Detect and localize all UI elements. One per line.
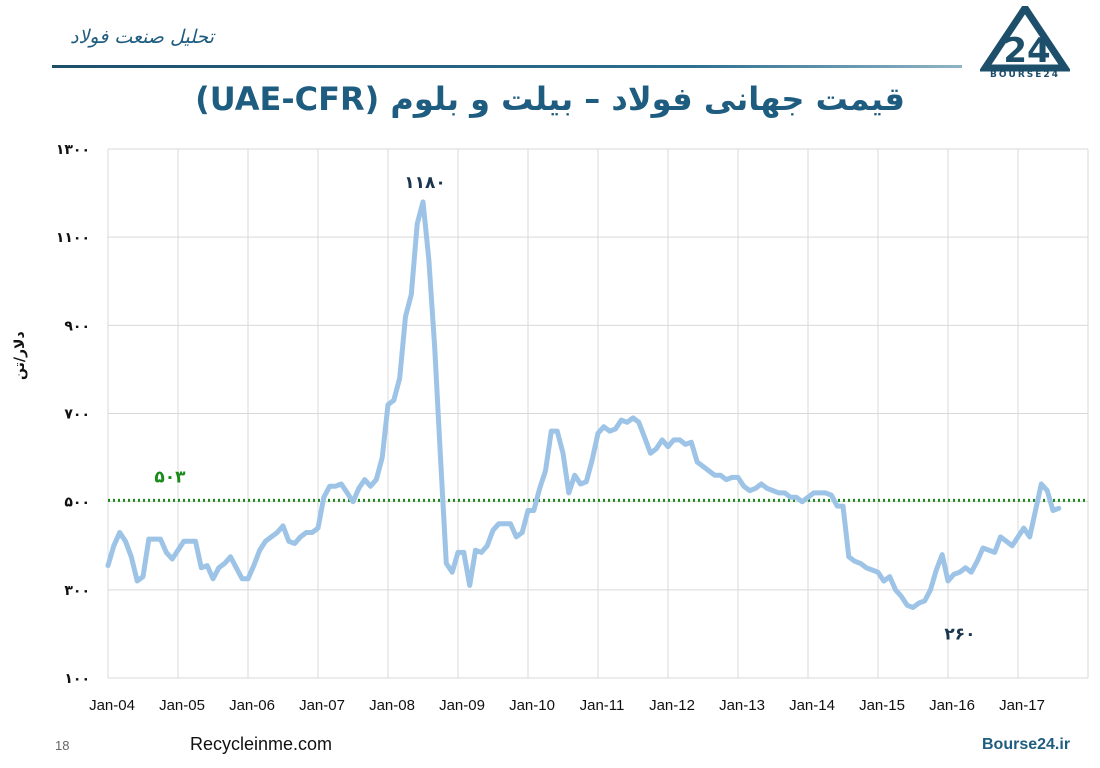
- x-tick-label: Jan-17: [999, 697, 1045, 714]
- y-tick-label: ۱۳۰۰: [56, 142, 90, 158]
- x-tick-label: Jan-11: [580, 697, 625, 714]
- svg-text:24: 24: [1003, 31, 1050, 71]
- x-tick-label: Jan-10: [509, 697, 555, 714]
- source-credit: Recycleinme.com: [190, 734, 333, 754]
- header-divider: [52, 65, 962, 68]
- x-tick-label: Jan-06: [229, 697, 275, 714]
- data-label: ۲۶۰: [944, 624, 975, 644]
- x-tick-label: Jan-14: [789, 697, 835, 714]
- section-label: تحلیل صنعت فولاد: [70, 26, 214, 48]
- x-tick-label: Jan-08: [369, 697, 415, 714]
- reference-line-label: ۵۰۳: [154, 467, 186, 487]
- bourse24-logo: 24: [980, 6, 1070, 72]
- x-tick-label: Jan-05: [159, 697, 205, 714]
- page-number: 18: [55, 738, 70, 753]
- x-tick-label: Jan-13: [719, 697, 765, 714]
- x-tick-label: Jan-16: [929, 697, 975, 714]
- price-series-line: [105, 199, 1062, 610]
- y-tick-label: ۷۰۰: [64, 407, 90, 423]
- x-tick-label: Jan-04: [89, 697, 135, 714]
- chart-title: قیمت جهانی فولاد – بیلت و بلوم (UAE-CFR): [195, 80, 905, 118]
- logo-text: BOURSE24: [990, 70, 1060, 80]
- x-tick-label: Jan-15: [859, 697, 905, 714]
- data-label: ۱۱۸۰: [404, 173, 446, 193]
- brand-url: Bourse24.ir: [982, 736, 1071, 753]
- y-tick-label: ۹۰۰: [64, 318, 90, 334]
- x-tick-label: Jan-12: [649, 697, 695, 714]
- x-tick-label: Jan-07: [299, 697, 345, 714]
- y-tick-label: ۱۱۰۰: [56, 230, 90, 246]
- y-tick-label: ۳۰۰: [64, 583, 90, 599]
- x-tick-label: Jan-09: [439, 697, 485, 714]
- y-tick-label: ۱۰۰: [64, 671, 90, 687]
- y-tick-label: ۵۰۰: [64, 495, 90, 511]
